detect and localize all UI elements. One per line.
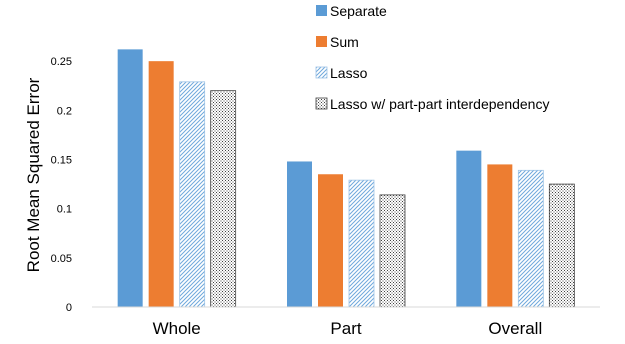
y-axis-title: Root Mean Squared Error: [24, 77, 43, 272]
legend-swatch: [316, 5, 327, 16]
y-tick-label: 0.2: [57, 105, 72, 117]
legend-swatch: [315, 97, 328, 110]
bar-lasso-overall: [517, 169, 544, 308]
legend-label: Sum: [330, 34, 359, 50]
y-tick-label: 0.15: [51, 155, 72, 167]
bar-lasso-w-part-part-interdependency-part: [379, 194, 406, 308]
bar-separate-whole: [117, 49, 143, 307]
legend-swatch: [315, 66, 328, 79]
y-tick-label: 0.05: [51, 253, 72, 265]
legend-label: Lasso: [330, 65, 368, 81]
y-tick-labels: 0 0.05 0.1 0.15 0.2 0.25: [51, 56, 72, 314]
bar-sum-part: [318, 174, 343, 307]
legend-swatch: [316, 36, 327, 47]
bar-lasso-w-part-part-interdependency-whole: [210, 90, 237, 308]
y-tick-label: 0: [66, 302, 72, 314]
bar-sum-whole: [148, 61, 174, 307]
y-tick-label: 0.1: [57, 204, 72, 216]
bar-separate-part: [287, 161, 312, 307]
bar-lasso-whole: [179, 81, 206, 308]
bars: [117, 49, 575, 308]
category-label-overall: Overall: [488, 319, 542, 338]
y-tick-label: 0.25: [51, 56, 72, 68]
legend: Separate Sum Lasso Lasso w/ part-part inter…: [315, 3, 549, 112]
category-label-part: Part: [330, 319, 361, 338]
bar-separate-overall: [456, 150, 482, 307]
category-label-whole: Whole: [153, 319, 201, 338]
legend-label: Separate: [330, 3, 387, 19]
category-labels: Whole Part Overall: [153, 319, 543, 338]
bar-lasso-part: [348, 179, 375, 308]
bar-sum-overall: [487, 164, 513, 307]
bar-lasso-w-part-part-interdependency-overall: [548, 183, 575, 308]
legend-label: Lasso w/ part-part interdependency: [330, 96, 549, 112]
